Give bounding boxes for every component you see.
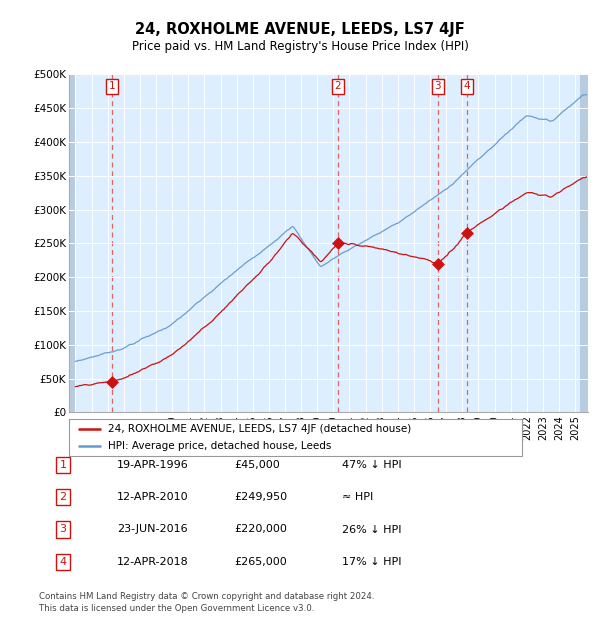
Text: 12-APR-2018: 12-APR-2018 [117, 557, 189, 567]
Text: £220,000: £220,000 [234, 525, 287, 534]
Text: 23-JUN-2016: 23-JUN-2016 [117, 525, 188, 534]
Text: 26% ↓ HPI: 26% ↓ HPI [342, 525, 401, 534]
Text: 2: 2 [335, 81, 341, 91]
Text: 24, ROXHOLME AVENUE, LEEDS, LS7 4JF (detached house): 24, ROXHOLME AVENUE, LEEDS, LS7 4JF (det… [107, 424, 411, 434]
Text: 47% ↓ HPI: 47% ↓ HPI [342, 460, 401, 470]
Text: 1: 1 [59, 460, 67, 470]
Text: 24, ROXHOLME AVENUE, LEEDS, LS7 4JF: 24, ROXHOLME AVENUE, LEEDS, LS7 4JF [135, 22, 465, 37]
Text: 12-APR-2010: 12-APR-2010 [117, 492, 188, 502]
Text: £265,000: £265,000 [234, 557, 287, 567]
Text: 3: 3 [434, 81, 441, 91]
Text: £45,000: £45,000 [234, 460, 280, 470]
Text: 17% ↓ HPI: 17% ↓ HPI [342, 557, 401, 567]
Text: HPI: Average price, detached house, Leeds: HPI: Average price, detached house, Leed… [107, 441, 331, 451]
Text: 3: 3 [59, 525, 67, 534]
Text: 1: 1 [109, 81, 116, 91]
Text: 4: 4 [464, 81, 470, 91]
Text: £249,950: £249,950 [234, 492, 287, 502]
Text: Price paid vs. HM Land Registry's House Price Index (HPI): Price paid vs. HM Land Registry's House … [131, 40, 469, 53]
Text: ≈ HPI: ≈ HPI [342, 492, 373, 502]
Text: 4: 4 [59, 557, 67, 567]
Text: Contains HM Land Registry data © Crown copyright and database right 2024.
This d: Contains HM Land Registry data © Crown c… [39, 591, 374, 613]
Text: 2: 2 [59, 492, 67, 502]
Text: 19-APR-1996: 19-APR-1996 [117, 460, 189, 470]
